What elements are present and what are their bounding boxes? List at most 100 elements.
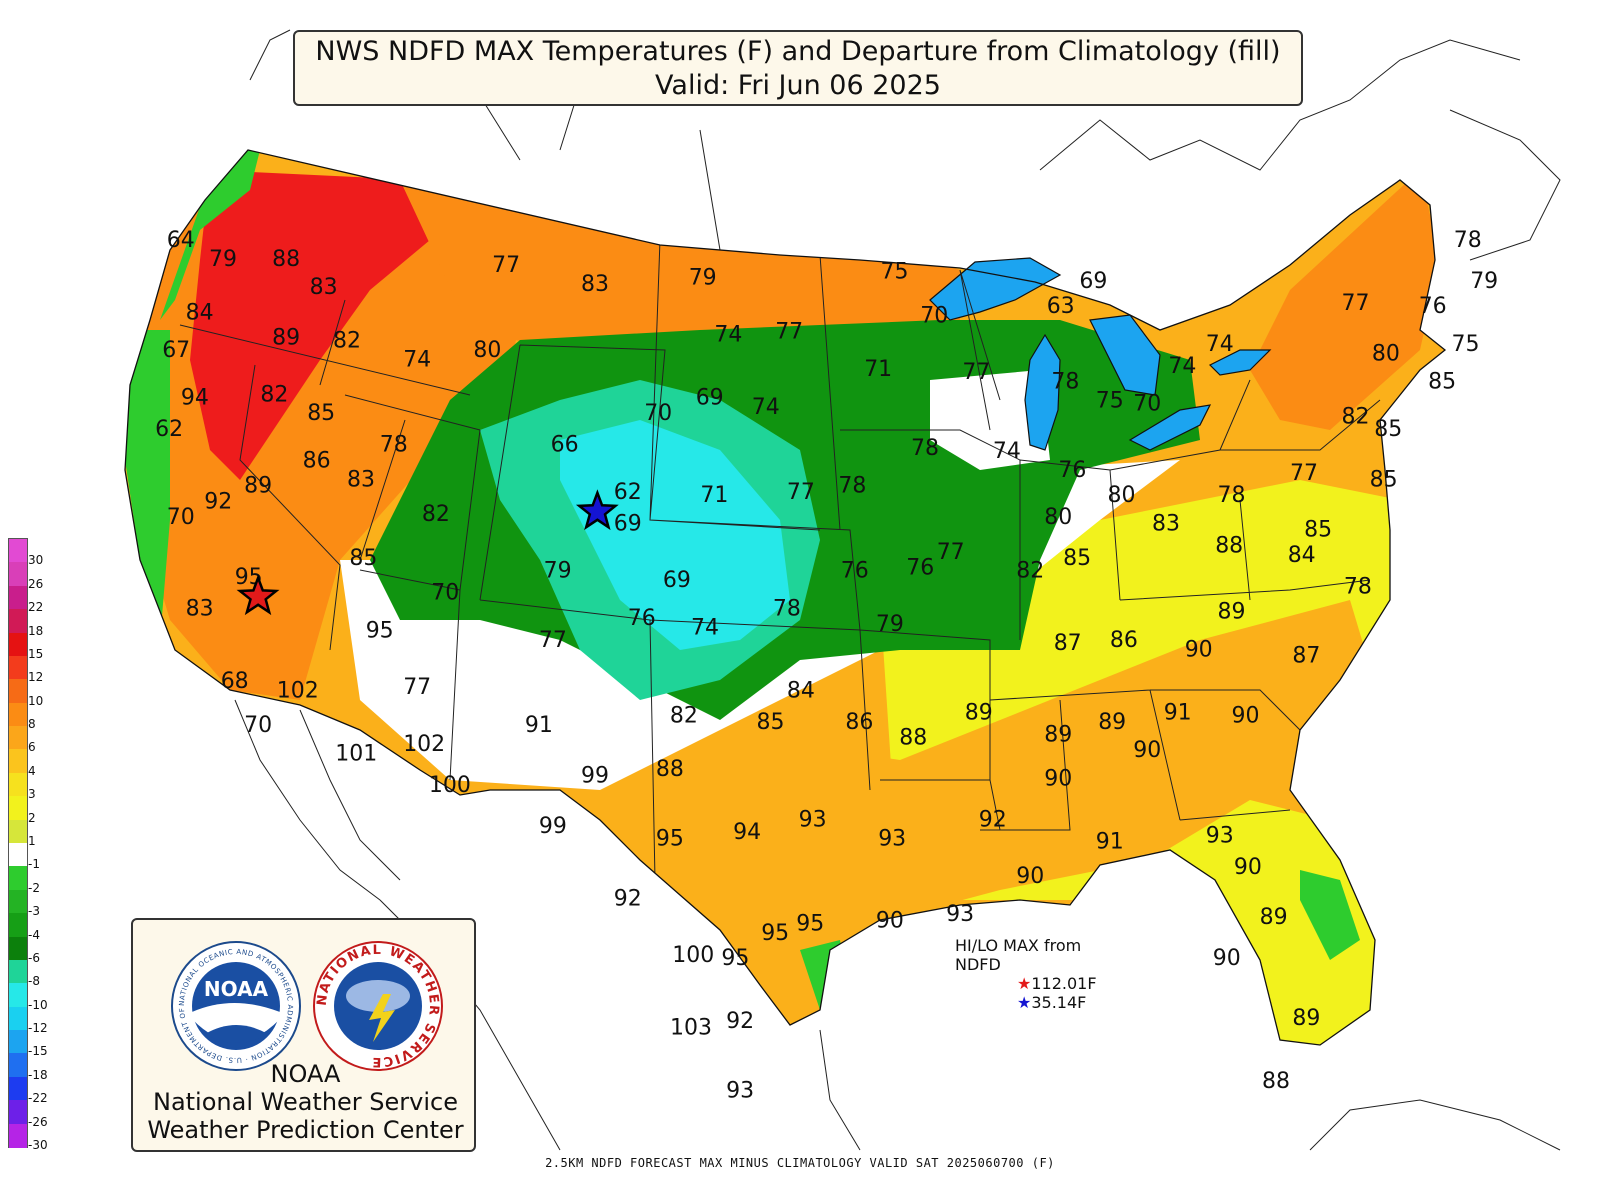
footer-caption: 2.5KM NDFD FORECAST MAX MINUS CLIMATOLOG… — [545, 1156, 1055, 1170]
temperature-label: 93 — [878, 826, 906, 851]
temperature-label: 85 — [1428, 370, 1456, 395]
temperature-label: 78 — [1454, 228, 1482, 253]
red-star-icon: ★ — [1017, 974, 1032, 993]
legend-swatch — [9, 866, 27, 891]
hilo-hi-row: ★112.01F — [955, 974, 1115, 993]
temperature-label: 85 — [1374, 417, 1402, 442]
temperature-label: 82 — [333, 329, 361, 354]
temperature-label: 102 — [277, 678, 319, 703]
noaa-logo-icon: NOAA NATIONAL OCEANIC AND ATMOSPHERIC AD… — [133, 924, 301, 1071]
temperature-label: 93 — [1206, 823, 1234, 848]
temperature-label: 78 — [911, 436, 939, 461]
temperature-label: 87 — [1054, 631, 1082, 656]
temperature-label: 103 — [670, 1015, 712, 1040]
blue-star-icon: ★ — [1017, 993, 1032, 1012]
temperature-label: 85 — [1370, 467, 1398, 492]
temperature-label: 89 — [1218, 600, 1246, 625]
temperature-label: 90 — [876, 908, 904, 933]
temperature-label: 76 — [841, 559, 869, 584]
temperature-label: 77 — [539, 628, 567, 653]
legend-swatch — [9, 1053, 27, 1078]
temperature-label: 78 — [773, 596, 801, 621]
temperature-label: 70 — [920, 304, 948, 329]
temperature-label: 70 — [644, 401, 672, 426]
temperature-label: 89 — [1098, 710, 1126, 735]
temperature-label: 78 — [1051, 370, 1079, 395]
legend-label: 6 — [28, 740, 36, 755]
temperature-label: 88 — [272, 247, 300, 272]
temperature-label: 76 — [1419, 294, 1447, 319]
logo-line-noaa: NOAA — [270, 1060, 341, 1088]
legend-label: 4 — [28, 763, 36, 778]
temperature-label: 77 — [962, 360, 990, 385]
temperature-label: 74 — [752, 395, 780, 420]
legend-label: 2 — [28, 810, 36, 825]
temperature-label: 89 — [272, 326, 300, 351]
temperature-label: 94 — [181, 385, 209, 410]
legend-swatch — [9, 1030, 27, 1055]
legend-swatch — [9, 632, 27, 657]
temperature-label: 88 — [899, 726, 927, 751]
legend-swatch — [9, 702, 27, 727]
legend-label: 18 — [28, 623, 44, 638]
temperature-label: 78 — [380, 433, 408, 458]
temperature-label: 90 — [1185, 637, 1213, 662]
temperature-label: 77 — [787, 480, 815, 505]
temperature-label: 79 — [544, 559, 572, 584]
legend-label: -18 — [28, 1067, 48, 1082]
logo-box: NOAA NATIONAL OCEANIC AND ATMOSPHERIC AD… — [131, 918, 476, 1152]
hi-max-star-icon — [236, 574, 280, 616]
legend-label: -6 — [28, 950, 40, 965]
legend-swatch — [9, 959, 27, 984]
temperature-label: 69 — [614, 511, 642, 536]
legend-label: 3 — [28, 787, 36, 802]
nws-logo-icon: NATIONAL WEATHER SERVICE — [313, 941, 443, 1071]
temperature-label: 102 — [403, 732, 445, 757]
legend-swatch — [9, 1123, 27, 1148]
temperature-label: 85 — [307, 401, 335, 426]
legend-swatch — [9, 819, 27, 844]
logo-line-wpc: Weather Prediction Center — [147, 1116, 464, 1144]
temperature-label: 90 — [1016, 864, 1044, 889]
legend-label: -12 — [28, 1021, 48, 1036]
hilo-lo-row: ★35.14F — [955, 993, 1115, 1012]
temperature-label: 90 — [1232, 704, 1260, 729]
temperature-label: 67 — [162, 338, 190, 363]
temperature-label: 79 — [689, 266, 717, 291]
legend-swatch — [9, 1006, 27, 1031]
legend-label: -2 — [28, 880, 40, 895]
temperature-label: 76 — [628, 606, 656, 631]
legend-swatch — [9, 889, 27, 914]
legend-label: 10 — [28, 693, 44, 708]
temperature-label: 76 — [1058, 458, 1086, 483]
temperature-label: 69 — [1079, 269, 1107, 294]
temperature-label: 75 — [1452, 332, 1480, 357]
temperature-label: 91 — [1164, 700, 1192, 725]
legend-label: -10 — [28, 997, 48, 1012]
temperature-label: 78 — [1218, 483, 1246, 508]
legend-swatch — [9, 1076, 27, 1101]
temperature-label: 89 — [965, 700, 993, 725]
legend-swatch — [9, 749, 27, 774]
temperature-label: 82 — [422, 502, 450, 527]
legend-label: 15 — [28, 646, 44, 661]
temperature-label: 85 — [1304, 518, 1332, 543]
temperature-label: 86 — [303, 448, 331, 473]
temperature-label: 100 — [429, 773, 471, 798]
temperature-label: 79 — [209, 247, 237, 272]
hilo-info: HI/LO MAX from NDFD ★112.01F ★35.14F — [955, 936, 1115, 1012]
temperature-label: 86 — [1110, 628, 1138, 653]
temperature-label: 90 — [1044, 767, 1072, 792]
temperature-label: 82 — [1016, 559, 1044, 584]
temperature-label: 91 — [525, 713, 553, 738]
temperature-label: 74 — [1168, 354, 1196, 379]
temperature-label: 80 — [1108, 483, 1136, 508]
temperature-label: 89 — [244, 474, 272, 499]
temperature-label: 90 — [1133, 738, 1161, 763]
temperature-label: 77 — [1342, 291, 1370, 316]
temperature-label: 74 — [1206, 332, 1234, 357]
legend-label: -1 — [28, 857, 40, 872]
temperature-label: 83 — [1152, 511, 1180, 536]
legend-swatch — [9, 936, 27, 961]
agency-logos: NOAA NATIONAL OCEANIC AND ATMOSPHERIC AD… — [133, 924, 443, 1071]
